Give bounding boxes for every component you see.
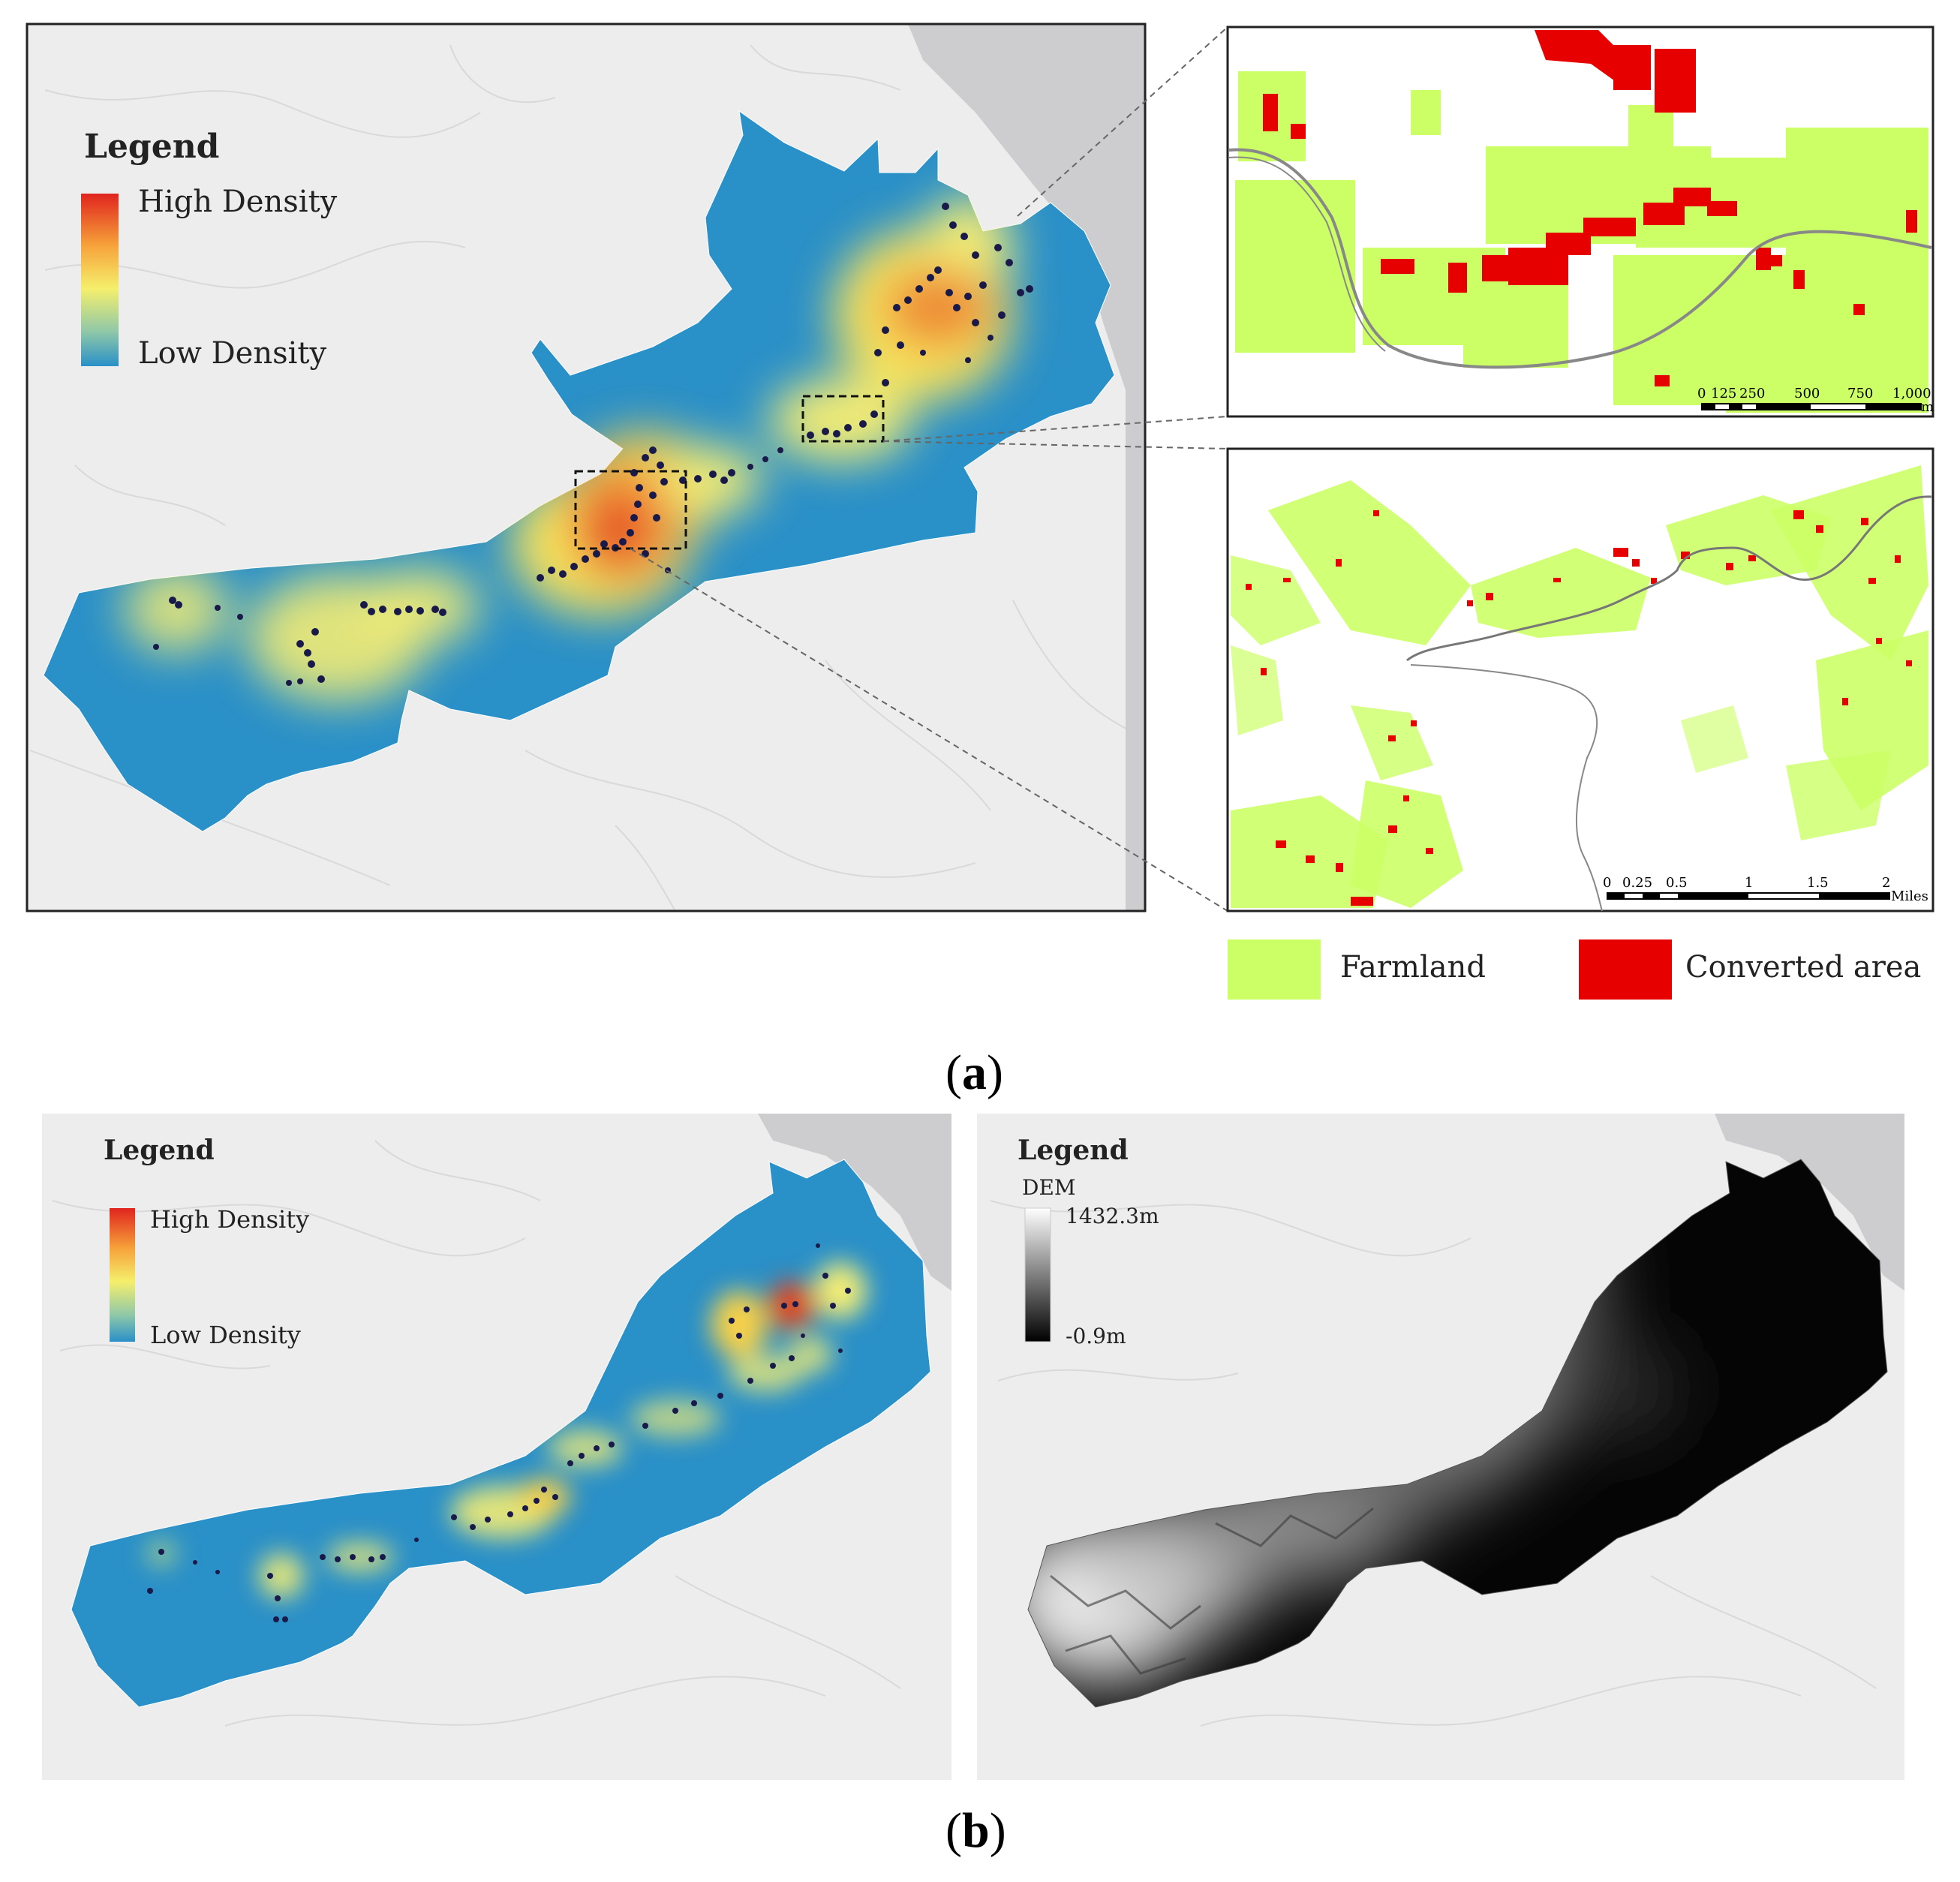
caption-b-open: ( bbox=[945, 1803, 962, 1858]
dem-min-label: -0.9m bbox=[1066, 1324, 1126, 1348]
scale-top-0: 0 bbox=[1697, 386, 1706, 401]
legend-low-label-b: Low Density bbox=[150, 1321, 301, 1349]
caption-b: (b) bbox=[945, 1802, 1006, 1859]
basemap-boundaries bbox=[29, 44, 1141, 911]
scale-top-1000: 1,000 bbox=[1892, 386, 1931, 401]
panel-a-frame bbox=[26, 23, 1147, 912]
legend-title-a: Legend bbox=[84, 128, 220, 166]
panel-a-density-map bbox=[26, 23, 1147, 912]
scale-bar-bottom: 0 0.25 0.5 1 1.5 2 Miles bbox=[1603, 875, 1928, 904]
dem-max-label: 1432.3m bbox=[1066, 1204, 1159, 1228]
legend-high-label-a: High Density bbox=[138, 185, 338, 219]
scale-top-unit: m bbox=[1921, 399, 1934, 415]
density-color-ramp bbox=[81, 194, 119, 366]
focus-box-small bbox=[801, 395, 885, 443]
caption-a-close: ) bbox=[986, 1045, 1003, 1100]
panel-b-density-map bbox=[42, 1114, 951, 1780]
scale-bar-top: 0 125 250 500 750 1,000 m bbox=[1697, 386, 1934, 415]
converted-area-label: Converted area bbox=[1685, 950, 1922, 985]
caption-a: (a) bbox=[945, 1045, 1003, 1102]
legend-high-label-b: High Density bbox=[150, 1205, 310, 1234]
scale-top-125: 125 bbox=[1711, 386, 1736, 401]
inset-map-bottom: 0 0.25 0.5 1 1.5 2 Miles bbox=[1226, 447, 1934, 912]
scale-bottom-05: 0.5 bbox=[1666, 875, 1688, 891]
caption-b-letter: b bbox=[961, 1803, 990, 1858]
caption-a-open: ( bbox=[945, 1045, 962, 1100]
density-color-ramp-b bbox=[110, 1208, 135, 1342]
farmland-label: Farmland bbox=[1340, 950, 1486, 985]
conversion-points bbox=[153, 203, 1033, 686]
scale-bottom-unit: Miles bbox=[1891, 888, 1928, 904]
legend-low-label-a: Low Density bbox=[138, 336, 327, 371]
scale-bottom-2: 2 bbox=[1882, 875, 1890, 891]
legend-title-b-left: Legend bbox=[104, 1135, 215, 1166]
inset-connector-lines bbox=[630, 26, 1228, 912]
density-surface bbox=[124, 195, 1013, 702]
panel-b-dem-map bbox=[977, 1114, 1904, 1780]
dem-layer-label: DEM bbox=[1022, 1175, 1076, 1200]
scale-bottom-0: 0 bbox=[1603, 875, 1611, 891]
scale-top-750: 750 bbox=[1847, 386, 1873, 401]
caption-b-close: ) bbox=[989, 1803, 1006, 1858]
scale-bottom-025: 0.25 bbox=[1622, 875, 1652, 891]
scale-top-500: 500 bbox=[1794, 386, 1820, 401]
scale-bottom-15: 1.5 bbox=[1807, 875, 1829, 891]
inset-map-top: 0 125 250 500 750 1,000 m bbox=[1226, 26, 1934, 418]
scale-top-250: 250 bbox=[1739, 386, 1765, 401]
farmland-swatch bbox=[1228, 939, 1321, 1000]
caption-a-letter: a bbox=[961, 1045, 987, 1100]
scale-bottom-1: 1 bbox=[1745, 875, 1753, 891]
converted-swatch bbox=[1579, 939, 1672, 1000]
legend-title-b-right: Legend bbox=[1018, 1135, 1129, 1166]
dem-color-ramp bbox=[1024, 1207, 1051, 1342]
